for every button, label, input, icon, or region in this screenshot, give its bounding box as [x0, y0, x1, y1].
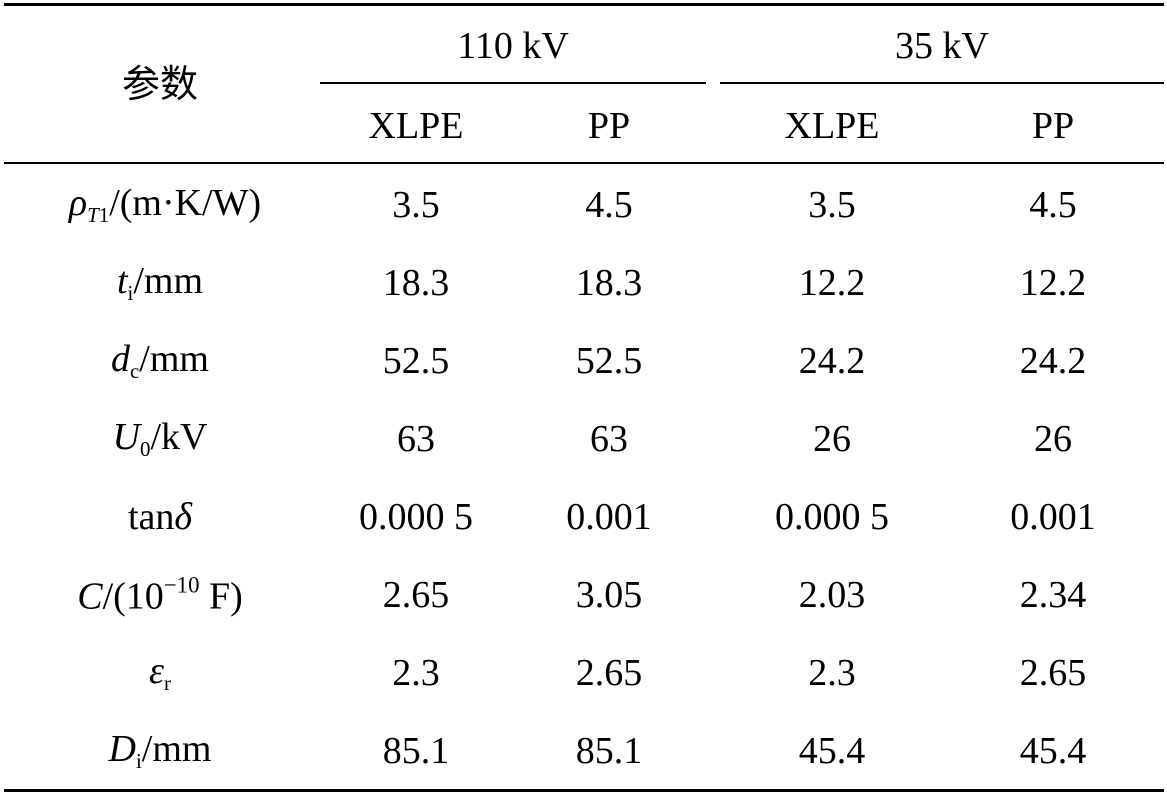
- table-cell: 12.2: [798, 262, 866, 304]
- table-cell: 4.5: [585, 184, 633, 226]
- table-cell: 3.5: [392, 184, 440, 226]
- table-cell: 63: [397, 418, 435, 460]
- table-cell: 0.000 5: [359, 496, 473, 538]
- table-cell: 18.3: [382, 262, 450, 304]
- table-cell: 2.3: [808, 652, 856, 694]
- table-cell: 2.03: [798, 574, 866, 616]
- table-cell: 2.65: [1019, 652, 1087, 694]
- table-cell: 18.3: [575, 262, 643, 304]
- table-cell: 85.1: [575, 730, 643, 772]
- table-cell: 45.4: [1019, 730, 1087, 772]
- group-rule-35kv: [720, 82, 1164, 84]
- table-cell: 85.1: [382, 730, 450, 772]
- group-rule-110kv: [320, 82, 706, 84]
- table-cell: 0.000 5: [775, 496, 889, 538]
- col-header-110-pp: PP: [587, 105, 631, 147]
- col-header-35-xlpe: XLPE: [784, 105, 880, 147]
- table-cell: 2.3: [392, 652, 440, 694]
- table-cell: 2.34: [1019, 574, 1087, 616]
- table-cell: 63: [590, 418, 628, 460]
- bottom-rule: [4, 789, 1164, 792]
- table-cell: 2.65: [382, 574, 450, 616]
- param-label-tan-delta: tanδ: [127, 496, 193, 538]
- table-cell: 3.05: [575, 574, 643, 616]
- top-rule: [4, 3, 1164, 6]
- group-header-35kv: 35 kV: [895, 25, 989, 67]
- param-header: 参数: [121, 64, 199, 106]
- table-cell: 26: [1034, 418, 1072, 460]
- table-cell: 0.001: [1010, 496, 1096, 538]
- table-cell: 12.2: [1019, 262, 1087, 304]
- param-label-epsilon: εr: [149, 649, 171, 696]
- table-cell: 52.5: [575, 340, 643, 382]
- header-rule: [4, 162, 1164, 164]
- table-cell: 4.5: [1029, 184, 1077, 226]
- param-label-capacitance: C/(10−10 F): [77, 572, 243, 618]
- table-cell: 26: [813, 418, 851, 460]
- param-label-rho: ρT1/(m·K/W): [68, 181, 262, 228]
- table-cell: 52.5: [382, 340, 450, 382]
- col-header-35-pp: PP: [1031, 105, 1075, 147]
- group-header-110kv: 110 kV: [457, 25, 569, 67]
- table-cell: 2.65: [575, 652, 643, 694]
- param-label-ti: ti/mm: [116, 259, 204, 306]
- table-cell: 24.2: [798, 340, 866, 382]
- table-cell: 24.2: [1019, 340, 1087, 382]
- param-label-di: Di/mm: [108, 727, 212, 774]
- col-header-110-xlpe: XLPE: [368, 105, 464, 147]
- param-label-dc: dc/mm: [111, 337, 209, 384]
- table-cell: 45.4: [798, 730, 866, 772]
- param-label-u0: U0/kV: [112, 415, 208, 462]
- table-cell: 3.5: [808, 184, 856, 226]
- table-cell: 0.001: [566, 496, 652, 538]
